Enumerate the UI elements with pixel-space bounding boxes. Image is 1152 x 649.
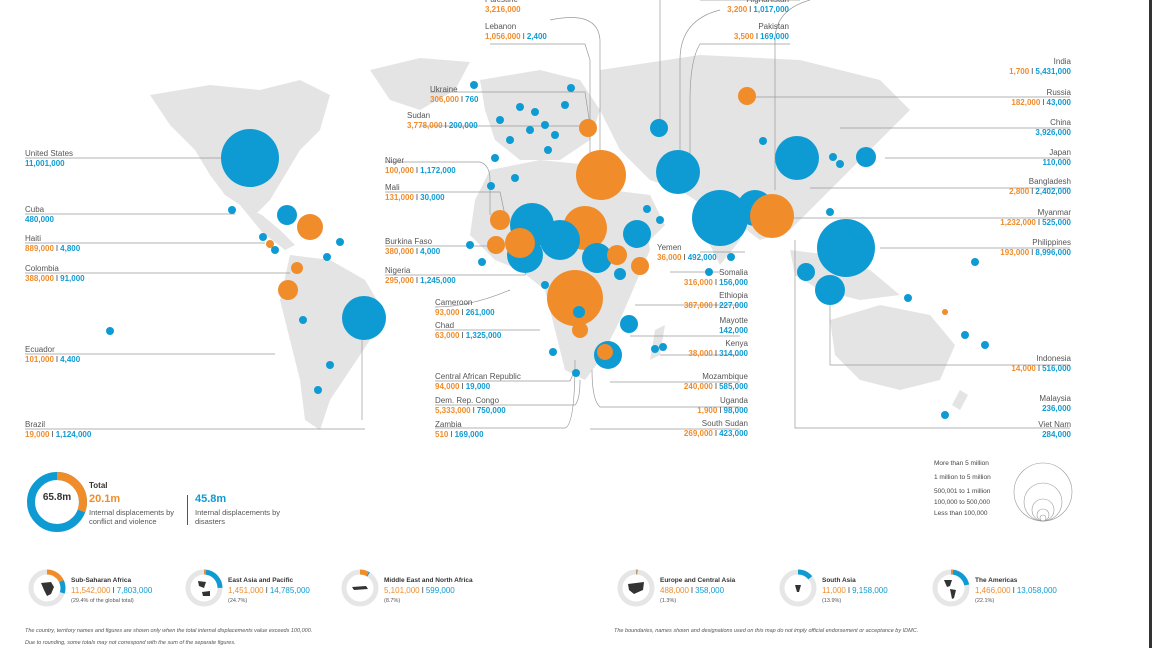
region-donut-europe-icon — [617, 569, 655, 607]
label-japan: Japan 110,000 — [1042, 148, 1071, 167]
label-brazil: Brazil 19,000 I 1,124,000 — [25, 420, 92, 439]
label-mali: Mali 131,000 I 30,000 — [385, 183, 445, 202]
total-summary: 65.8m Total 20.1m Internal displacements… — [25, 470, 315, 535]
region-europe-central-asia: Europe and Central Asia 488,000 I 358,000 … — [616, 568, 786, 613]
label-ecuador: Ecuador 101,000 I 4,400 — [25, 345, 81, 364]
footnote-right: The boundaries, names shown and designat… — [614, 628, 919, 634]
region-the-americas: The Americas 1,466,000 I 13,058,000 (22.1%… — [931, 568, 1091, 613]
label-russia: Russia 182,000 I 43,000 — [1011, 88, 1071, 107]
label-uganda: Uganda 1,900 I 98,000 — [697, 396, 748, 415]
label-yemen: Yemen 36,000 I 492,000 — [657, 243, 717, 262]
world-map — [25, 0, 1073, 522]
region-south-asia: South Asia 11,000 I 9,158,000 (13.9%) — [778, 568, 928, 613]
label-mayotte: Mayotte 142,000 — [719, 316, 748, 335]
label-united-states: United States 11,001,000 — [25, 149, 74, 168]
label-kenya: Kenya 38,000 I 314,000 — [688, 339, 748, 358]
disasters-description: Internal displacements by disasters — [195, 508, 281, 526]
region-donut-americas-icon — [932, 569, 970, 607]
size-legend: More than 5 million 1 million to 5 milli… — [920, 455, 1090, 530]
label-myanmar: Myanmar 1,232,000 I 525,000 — [1000, 208, 1071, 227]
total-title: Total — [89, 481, 108, 490]
conflict-description: Internal displacements by conflict and v… — [89, 508, 175, 526]
label-malaysia: Malaysia 236,000 — [1039, 394, 1071, 413]
label-ukraine: Ukraine 306,000 I 760 — [430, 85, 479, 104]
footnote-left: The country, territory names and figures… — [25, 628, 313, 646]
label-chad: Chad 63,000 I 1,325,000 — [435, 321, 502, 340]
right-window-border — [1149, 0, 1152, 648]
region-donut-mena-icon — [341, 569, 379, 607]
label-india: India 1,700 I 5,431,000 — [1009, 57, 1071, 76]
legend-less-than-100k: Less than 100,000 — [934, 510, 988, 517]
divider — [187, 495, 188, 525]
legend-500k-to-1m: 500,001 to 1 million — [934, 488, 991, 495]
label-lebanon: Lebanon 1,056,000 I 2,400 — [485, 22, 547, 41]
region-donut-africa-icon — [28, 569, 66, 607]
label-burkina-faso: Burkina Faso 380,000 I 4,000 — [385, 237, 441, 256]
size-legend-circles — [1013, 462, 1073, 522]
label-palestine: Palestine 3,216,000 — [485, 0, 521, 14]
legend-1m-to-5m: 1 million to 5 million — [934, 474, 991, 481]
region-middle-east-north-africa: Middle East and North Africa 5,101,000 I 5… — [340, 568, 520, 613]
legend-100k-to-500k: 100,000 to 500,000 — [934, 499, 991, 506]
label-colombia: Colombia 388,000 I 91,000 — [25, 264, 85, 283]
label-pakistan: Pakistan 3,500 I 169,000 — [733, 22, 789, 41]
label-south-sudan: South Sudan 269,000 I 423,000 — [683, 419, 748, 438]
region-donut-south-asia-icon — [779, 569, 817, 607]
label-sudan: Sudan 3,778,000 I 200,000 — [407, 111, 478, 130]
label-nigeria: Nigeria 295,000 I 1,245,000 — [385, 266, 456, 285]
leader-lines — [25, 0, 1070, 430]
disasters-total: 45.8m — [195, 493, 227, 505]
conflict-total: 20.1m — [89, 493, 121, 505]
label-viet-nam: Viet Nam 284,000 — [1038, 420, 1071, 439]
label-zambia: Zambia 510 I 169,000 — [435, 420, 484, 439]
label-cuba: Cuba 480,000 — [25, 205, 54, 224]
label-central-african-republic: Central African Republic 94,000 I 19,000 — [435, 372, 521, 391]
label-philippines: Philippines 193,000 I 8,996,000 — [1000, 238, 1071, 257]
region-sub-saharan-africa: Sub-Saharan Africa 11,542,000 I 7,803,000 … — [27, 568, 227, 613]
total-donut-value: 65.8m — [42, 492, 72, 503]
label-dem-rep-congo: Dem. Rep. Congo 5,333,000 I 750,000 — [435, 396, 506, 415]
label-cameroon: Cameroon 93,000 I 261,000 — [435, 298, 495, 317]
region-donut-east-asia-icon — [185, 569, 223, 607]
legend-more-than-5m: More than 5 million — [934, 460, 989, 467]
label-niger: Niger 100,000 I 1,172,000 — [385, 156, 456, 175]
label-mozambique: Mozambique 240,000 I 585,000 — [683, 372, 748, 391]
label-ethiopia: Ethiopia 387,000 I 227,000 — [683, 291, 748, 310]
total-donut-chart — [27, 472, 87, 532]
label-somalia: Somalia 316,000 I 156,000 — [683, 268, 748, 287]
label-china: China 3,926,000 — [1035, 118, 1071, 137]
bubbles — [106, 81, 989, 419]
label-indonesia: Indonesia 14,000 I 516,000 — [1011, 354, 1071, 373]
region-east-asia-pacific: East Asia and Pacific 1,451,000 I 14,785,0… — [184, 568, 344, 613]
label-bangladesh: Bangladesh 2,800 I 2,402,000 — [1009, 177, 1071, 196]
label-haiti: Haiti 889,000 I 4,800 — [25, 234, 81, 253]
